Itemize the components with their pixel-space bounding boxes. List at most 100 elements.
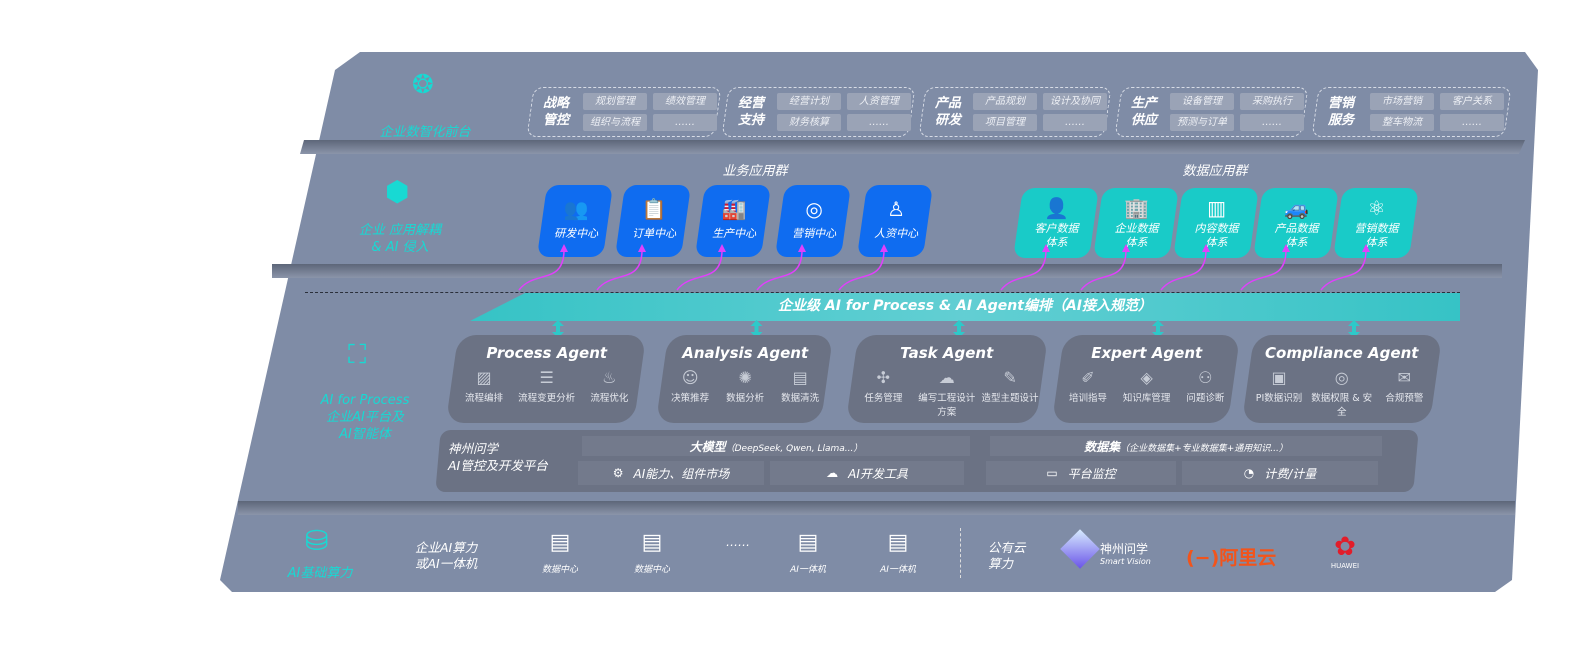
- compute-node: ▤ AI一体机: [778, 530, 838, 575]
- platform-title: 神州问学 AI管控及开发平台: [448, 440, 548, 474]
- agent-capability[interactable]: ☁ 编写工程设计方案: [915, 368, 978, 418]
- capability-label: 流程编排: [465, 393, 504, 404]
- aliyun-name: 阿里云: [1219, 547, 1277, 569]
- agent-capability[interactable]: ▨ 流程编排: [453, 368, 515, 404]
- arrow-head: [798, 244, 806, 252]
- connector-arrow: [1240, 249, 1287, 291]
- agent-capability[interactable]: ▣ PI数据识别: [1248, 368, 1310, 418]
- agent-capability[interactable]: ✺ 数据分析: [718, 368, 772, 404]
- agent-capability[interactable]: ◈ 知识库管理: [1118, 368, 1176, 404]
- public-line1: 公有云: [988, 540, 1026, 555]
- connector-arrow: [596, 249, 643, 291]
- connector-arrow: [838, 249, 885, 291]
- connector-arrow: [518, 249, 565, 291]
- molecule-hub-icon: ⬢: [385, 175, 410, 208]
- agent-capability[interactable]: ☰ 流程变更分析: [516, 368, 578, 404]
- capability-label: 培训指导: [1069, 393, 1108, 404]
- agent-capability[interactable]: ✎ 造型主题设计: [979, 368, 1042, 418]
- capability-icon: ◈: [1140, 368, 1153, 387]
- model-note: （DeepSeek, Qwen, Llama...）: [725, 443, 863, 454]
- agent-capability[interactable]: ✐ 培训指导: [1059, 368, 1117, 404]
- agent-card[interactable]: Process Agent ▨ 流程编排 ☰ 流程变更分析 ♨ 流程优化: [445, 335, 647, 423]
- double-arrow-icon: [750, 320, 763, 338]
- infra-label: AI基础算力: [287, 566, 353, 581]
- orchestration-title: 企业级 AI for Process & AI Agent编排（AI接入规范）: [777, 298, 1153, 314]
- node-label: ……: [726, 535, 750, 549]
- dataset-box: 数据集（企业数据集+专业数据集+通用知识...）: [990, 436, 1382, 456]
- model-box: 大模型（DeepSeek, Qwen, Llama...）: [582, 436, 970, 456]
- capability-icon: ✎: [1003, 368, 1017, 387]
- agent-name: Analysis Agent: [682, 344, 809, 362]
- huawei-logo: HUAWEI: [1330, 562, 1360, 570]
- apps-label: 企业 应用解耦 & AI 侵入: [340, 222, 460, 256]
- shenzhou-name: 神州问学: [1100, 542, 1149, 556]
- agent-capability[interactable]: ♨ 流程优化: [578, 368, 640, 404]
- server-icon: ▤: [549, 530, 571, 555]
- server-icon: ▤: [797, 530, 819, 555]
- capability-icon: ▨: [476, 368, 492, 387]
- double-arrow-icon: [953, 320, 965, 338]
- agent-card[interactable]: Task Agent ✣ 任务管理 ☁ 编写工程设计方案 ✎ 造型主题设计: [845, 335, 1049, 423]
- agent-name: Expert Agent: [1091, 344, 1203, 362]
- layer-divider: [300, 140, 1525, 154]
- agent-capability[interactable]: ✣ 任务管理: [852, 368, 915, 418]
- agent-capability[interactable]: ⚇ 问题诊断: [1176, 368, 1234, 404]
- ai-label-line2: 企业AI平台及: [326, 410, 404, 425]
- agent-card[interactable]: Compliance Agent ▣ PI数据识别 ◎ 数据权限 & 安全 ✉ 合规预警: [1241, 335, 1443, 423]
- tool-label: 平台监控: [1067, 466, 1116, 481]
- gauge-icon: ◔: [1243, 466, 1255, 480]
- agent-capability[interactable]: ◎ 数据权限 & 安全: [1311, 368, 1373, 418]
- tool-label: AI能力、组件市场: [633, 466, 730, 481]
- database-icon: ⛁: [305, 524, 329, 557]
- arrow-head: [718, 244, 726, 252]
- billing-button[interactable]: ◔ 计费/计量: [1182, 461, 1378, 485]
- compute-node: ▤ AI一体机: [868, 530, 928, 575]
- agent-card[interactable]: Expert Agent ✐ 培训指导 ◈ 知识库管理 ⚇ 问题诊断: [1051, 335, 1241, 423]
- agent-capability[interactable]: ☺ 决策推荐: [663, 368, 717, 404]
- connector-arrow: [1080, 249, 1127, 291]
- compute-node: ▤ 数据中心: [622, 530, 682, 575]
- arrow-head: [1362, 244, 1370, 252]
- enterprise-compute-label: 企业AI算力 或AI一体机: [415, 540, 477, 572]
- capability-icon: ☺: [681, 368, 699, 387]
- data-apps-title: 数据应用群: [1182, 164, 1248, 179]
- monitor-icon: ▭: [1046, 466, 1058, 480]
- capability-label: 流程变更分析: [518, 393, 576, 404]
- shenzhou-sub: Smart Vision: [1100, 557, 1151, 566]
- capability-icon: ✺: [738, 368, 752, 387]
- arrow-head: [1122, 244, 1130, 252]
- compute-node: ▤ 数据中心: [530, 530, 590, 575]
- arrow-head: [560, 244, 568, 252]
- platform-monitor-button[interactable]: ▭ 平台监控: [986, 461, 1176, 485]
- capability-icon: ▤: [792, 368, 808, 387]
- market-icon: ⚙: [612, 466, 624, 480]
- agent-capability[interactable]: ✉ 合规预警: [1373, 368, 1435, 418]
- arrow-head: [638, 244, 646, 252]
- layer-divider: [238, 501, 1515, 515]
- agent-name: Compliance Agent: [1265, 344, 1419, 362]
- connector-arrow: [1320, 249, 1367, 291]
- capability-label: 问题诊断: [1186, 393, 1225, 404]
- agent-name: Task Agent: [900, 344, 994, 362]
- agent-capability[interactable]: ▤ 数据清洗: [773, 368, 827, 404]
- platform-title-line2: AI管控及开发平台: [448, 458, 548, 473]
- arrow-head: [1282, 244, 1290, 252]
- tool-label: 计费/计量: [1264, 466, 1317, 481]
- enterprise-line1: 企业AI算力: [415, 540, 478, 555]
- agent-name: Process Agent: [486, 344, 608, 362]
- node-label: AI一体机: [790, 565, 826, 575]
- capability-label: 数据分析: [726, 393, 765, 404]
- public-line2: 算力: [988, 556, 1014, 571]
- model-label: 大模型: [689, 439, 726, 454]
- component-market-button[interactable]: ⚙ AI能力、组件市场: [578, 461, 764, 485]
- connector-arrow: [676, 249, 723, 291]
- dataset-note: （企业数据集+专业数据集+通用知识...）: [1120, 443, 1288, 454]
- capability-label: 任务管理: [864, 393, 903, 404]
- dataset-label: 数据集: [1084, 439, 1121, 454]
- connector-arrow: [756, 249, 803, 291]
- agent-card[interactable]: Analysis Agent ☺ 决策推荐 ✺ 数据分析 ▤ 数据清洗: [655, 335, 834, 423]
- dev-tools-button[interactable]: ☁ AI开发工具: [770, 461, 964, 485]
- capability-icon: ☁: [938, 368, 955, 387]
- capability-label: 数据权限 & 安全: [1311, 393, 1373, 418]
